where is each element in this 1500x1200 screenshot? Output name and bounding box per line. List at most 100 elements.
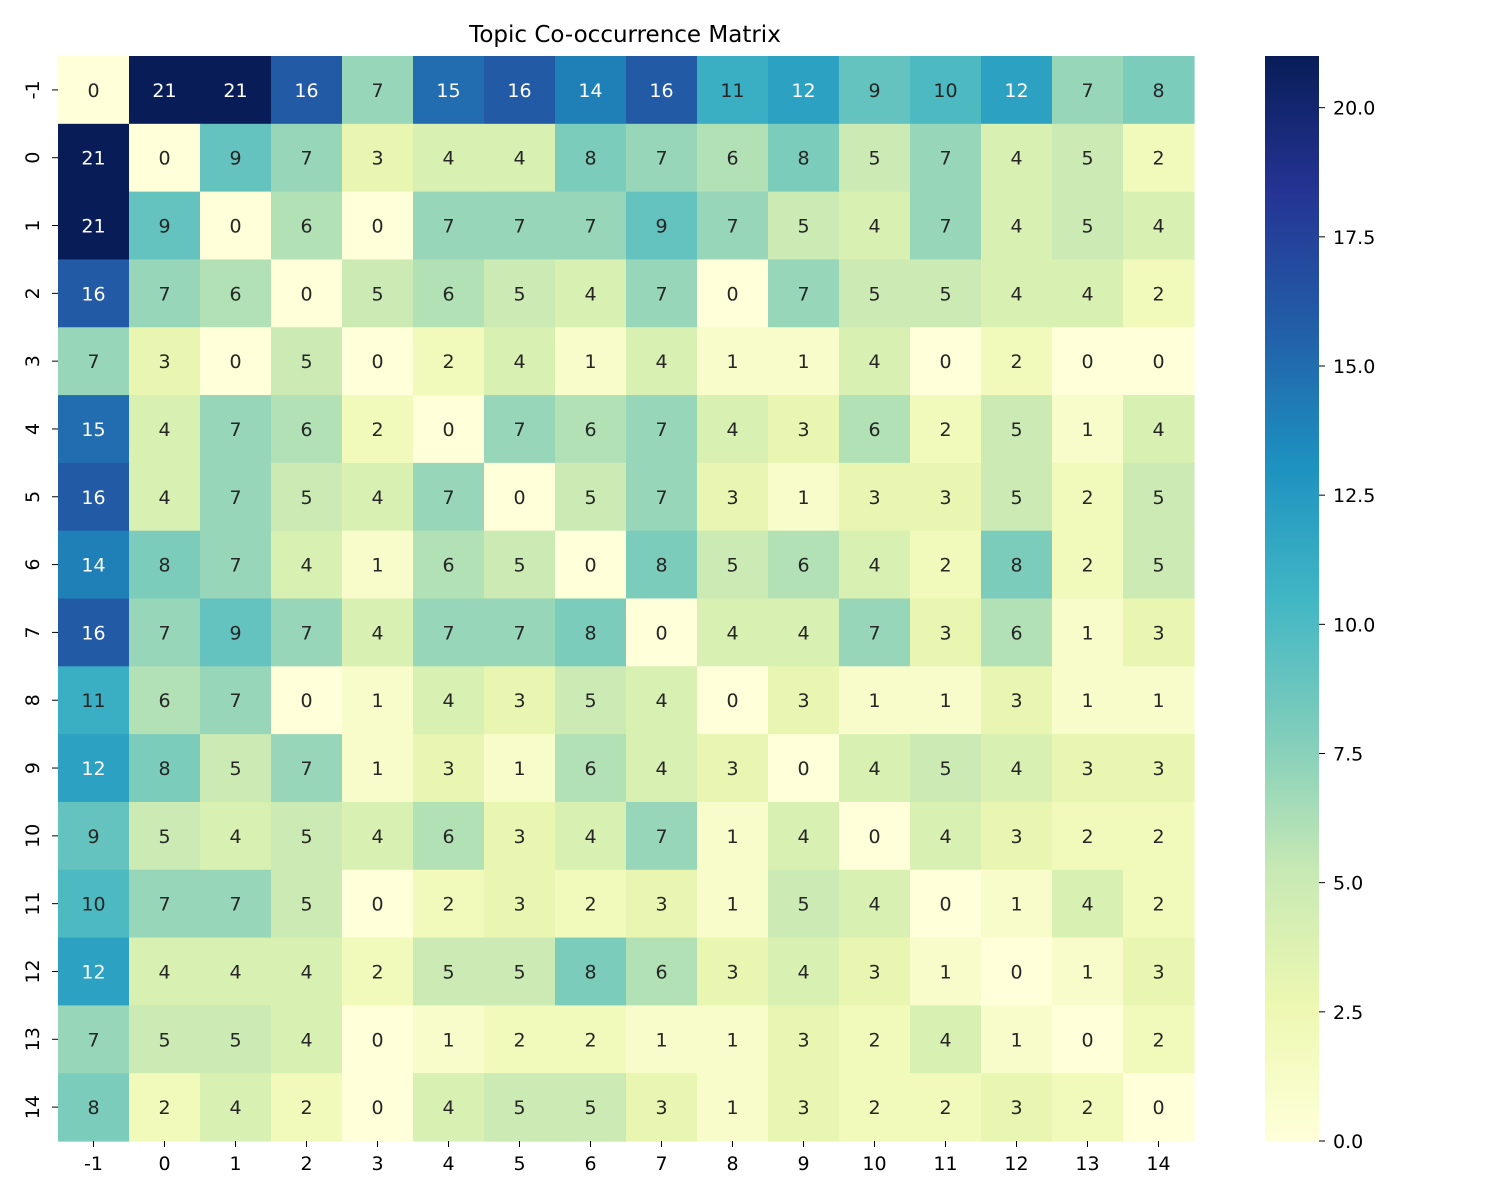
y-tick-label: 8 xyxy=(22,694,44,706)
cell-value-label: 7 xyxy=(655,148,667,170)
cell-value-label: 14 xyxy=(81,555,105,577)
heatmap-cell xyxy=(1052,123,1124,193)
heatmap-cell xyxy=(271,56,343,125)
cell-value-label: 2 xyxy=(371,961,383,983)
cell-value-label: 10 xyxy=(933,80,957,102)
heatmap-cell xyxy=(626,462,698,532)
cell-value-label: 7 xyxy=(158,622,170,644)
cell-value-label: 4 xyxy=(229,1097,241,1119)
cell-value-label: 5 xyxy=(1081,216,1093,238)
heatmap-cell xyxy=(555,56,627,125)
y-tick-label: 11 xyxy=(22,892,44,916)
cell-value-label: 6 xyxy=(442,826,454,848)
heatmap-cell xyxy=(910,734,982,803)
cell-value-label: 3 xyxy=(868,961,880,983)
x-tick-label: 3 xyxy=(371,1153,383,1175)
cell-value-label: 5 xyxy=(513,283,525,305)
cell-value-label: 1 xyxy=(1010,1029,1022,1051)
cell-value-label: 6 xyxy=(797,555,809,577)
heatmap-cell xyxy=(129,1005,201,1074)
cell-value-label: 0 xyxy=(442,419,454,441)
cell-value-label: 3 xyxy=(655,894,667,916)
heatmap-cell xyxy=(839,259,911,328)
heatmap-cell xyxy=(910,395,982,464)
cell-value-label: 5 xyxy=(229,758,241,780)
heatmap-cell xyxy=(342,734,414,803)
heatmap-cell xyxy=(1052,1073,1124,1142)
heatmap-cell xyxy=(200,1005,272,1074)
cell-value-label: 2 xyxy=(1081,555,1093,577)
cell-value-label: 8 xyxy=(1010,555,1022,577)
cell-value-label: 9 xyxy=(229,148,241,170)
cell-value-label: 8 xyxy=(158,758,170,780)
heatmap-cell xyxy=(1052,869,1124,939)
cell-value-label: 3 xyxy=(797,690,809,712)
cell-value-label: 2 xyxy=(939,419,951,441)
cell-value-label: 4 xyxy=(300,1029,312,1051)
cell-value-label: 7 xyxy=(655,487,667,509)
heatmap-cell xyxy=(271,395,343,464)
cell-value-label: 3 xyxy=(726,758,738,780)
heatmap-cell xyxy=(342,1073,414,1142)
cell-value-label: 0 xyxy=(371,1029,383,1051)
heatmap-cell xyxy=(271,462,343,532)
heatmap-cell xyxy=(413,56,485,125)
cell-value-label: 4 xyxy=(584,826,596,848)
heatmap-cell xyxy=(342,56,414,125)
cell-value-label: 3 xyxy=(371,148,383,170)
cell-value-label: 5 xyxy=(797,894,809,916)
heatmap-cell xyxy=(626,530,698,600)
cell-value-label: 2 xyxy=(513,1029,525,1051)
cell-value-label: 2 xyxy=(1152,283,1164,305)
heatmap-cell xyxy=(129,395,201,464)
heatmap-cell xyxy=(484,869,556,939)
cell-value-label: 8 xyxy=(584,148,596,170)
heatmap-cell xyxy=(413,937,485,1006)
heatmap-cell xyxy=(1123,734,1195,803)
heatmap-cell xyxy=(58,56,130,125)
heatmap-cell xyxy=(129,1073,201,1142)
heatmap-cell xyxy=(484,801,556,871)
cell-value-label: 7 xyxy=(371,80,383,102)
cell-value-label: 3 xyxy=(797,1097,809,1119)
heatmap-cell xyxy=(839,1005,911,1074)
cell-value-label: 15 xyxy=(436,80,460,102)
cell-value-label: 1 xyxy=(1081,690,1093,712)
heatmap-cell xyxy=(768,666,840,735)
cell-value-label: 5 xyxy=(726,555,738,577)
x-tick-label: 10 xyxy=(862,1153,886,1175)
cell-value-label: 15 xyxy=(81,419,105,441)
heatmap-cell xyxy=(342,123,414,193)
cell-value-label: 3 xyxy=(1081,758,1093,780)
heatmap-cell xyxy=(768,530,840,600)
heatmap-cell xyxy=(697,598,769,667)
heatmap-cell xyxy=(839,395,911,464)
heatmap-cell xyxy=(697,869,769,939)
cell-value-label: 3 xyxy=(513,826,525,848)
colorbar-tick-label: 0.0 xyxy=(1333,1131,1363,1153)
cell-value-label: 16 xyxy=(294,80,318,102)
cell-value-label: 2 xyxy=(1152,894,1164,916)
heatmap-cell xyxy=(58,462,130,532)
cell-value-label: 10 xyxy=(81,894,105,916)
cell-value-label: 1 xyxy=(1152,690,1164,712)
cell-value-label: 5 xyxy=(939,283,951,305)
heatmap-cell xyxy=(626,327,698,396)
heatmap-cell xyxy=(768,937,840,1006)
heatmap-cell xyxy=(626,191,698,261)
cell-value-label: 5 xyxy=(1010,487,1022,509)
cell-value-label: 7 xyxy=(442,216,454,238)
cell-value-label: 7 xyxy=(513,622,525,644)
cell-value-label: 2 xyxy=(300,1097,312,1119)
cell-value-label: 1 xyxy=(726,1097,738,1119)
heatmap-cell xyxy=(484,191,556,261)
heatmap-cell xyxy=(555,1073,627,1142)
cell-value-label: 5 xyxy=(584,1097,596,1119)
heatmap-cell xyxy=(129,530,201,600)
heatmap-cell xyxy=(271,1005,343,1074)
heatmap-cell xyxy=(839,801,911,871)
heatmap-cell xyxy=(626,869,698,939)
heatmap-cell xyxy=(1123,937,1195,1006)
